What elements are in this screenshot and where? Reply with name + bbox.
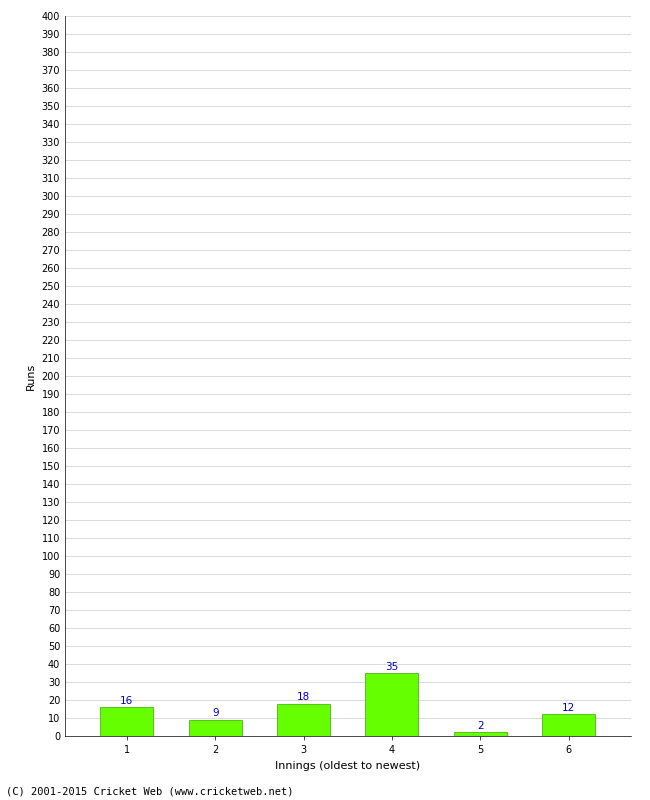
Text: 12: 12	[562, 703, 575, 713]
X-axis label: Innings (oldest to newest): Innings (oldest to newest)	[275, 761, 421, 770]
Bar	[542, 714, 595, 736]
Bar	[188, 720, 242, 736]
Text: 2: 2	[477, 721, 484, 731]
Bar	[454, 733, 507, 736]
Text: 16: 16	[120, 696, 133, 706]
Bar	[365, 673, 419, 736]
Text: 18: 18	[297, 692, 310, 702]
Y-axis label: Runs: Runs	[26, 362, 36, 390]
Bar	[100, 707, 153, 736]
Bar	[277, 704, 330, 736]
Text: 9: 9	[212, 708, 218, 718]
Text: 35: 35	[385, 662, 398, 671]
Text: (C) 2001-2015 Cricket Web (www.cricketweb.net): (C) 2001-2015 Cricket Web (www.cricketwe…	[6, 786, 294, 796]
